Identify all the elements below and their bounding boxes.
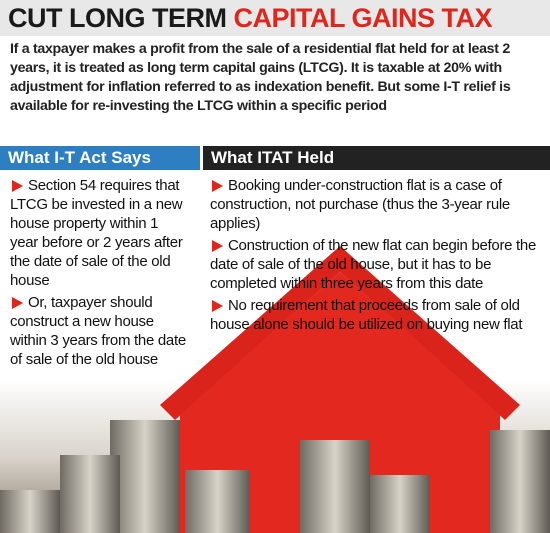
title-red: CAPITAL GAINS TAX <box>233 3 493 33</box>
column-heading: What I-T Act Says <box>0 146 200 170</box>
column: Booking under-construction flat is a cas… <box>210 176 546 337</box>
coin-stack <box>370 475 430 533</box>
intro: If a taxpayer makes a profit from the sa… <box>10 41 511 114</box>
bullet-point: Booking under-construction flat is a cas… <box>210 176 546 233</box>
bullet-text: Section 54 requires that LTCG be investe… <box>10 177 183 289</box>
house <box>180 272 500 533</box>
title: CUT LONG TERM CAPITAL GAINS TAX <box>0 0 550 36</box>
bullet-text: No requirement that proceeds from sale o… <box>210 297 523 333</box>
bullet-arrow <box>212 300 223 312</box>
coin-stack <box>185 470 250 533</box>
coin-stack <box>0 490 60 533</box>
bullet-arrow <box>212 180 223 192</box>
coin-stack <box>60 455 120 533</box>
column-heading: What ITAT Held <box>203 146 550 170</box>
column: Section 54 requires that LTCG be investe… <box>10 176 188 372</box>
bullet-arrow <box>12 297 23 309</box>
bullet-arrow <box>212 240 223 252</box>
bullet-arrow <box>12 180 23 192</box>
bullet-point: No requirement that proceeds from sale o… <box>210 296 546 334</box>
bullet-point: Construction of the new flat can begin b… <box>210 236 546 293</box>
coin-stack <box>300 440 370 533</box>
coin-stack <box>490 430 550 533</box>
title-black: CUT LONG TERM <box>8 3 227 33</box>
coin-stack <box>110 420 180 533</box>
bullet-point: Or, taxpayer should construct a new hous… <box>10 293 188 369</box>
bullet-point: Section 54 requires that LTCG be investe… <box>10 176 188 290</box>
bullet-text: Booking under-construction flat is a cas… <box>210 177 510 232</box>
bullet-text: Construction of the new flat can begin b… <box>210 237 537 292</box>
bullet-text: Or, taxpayer should construct a new hous… <box>10 294 186 368</box>
